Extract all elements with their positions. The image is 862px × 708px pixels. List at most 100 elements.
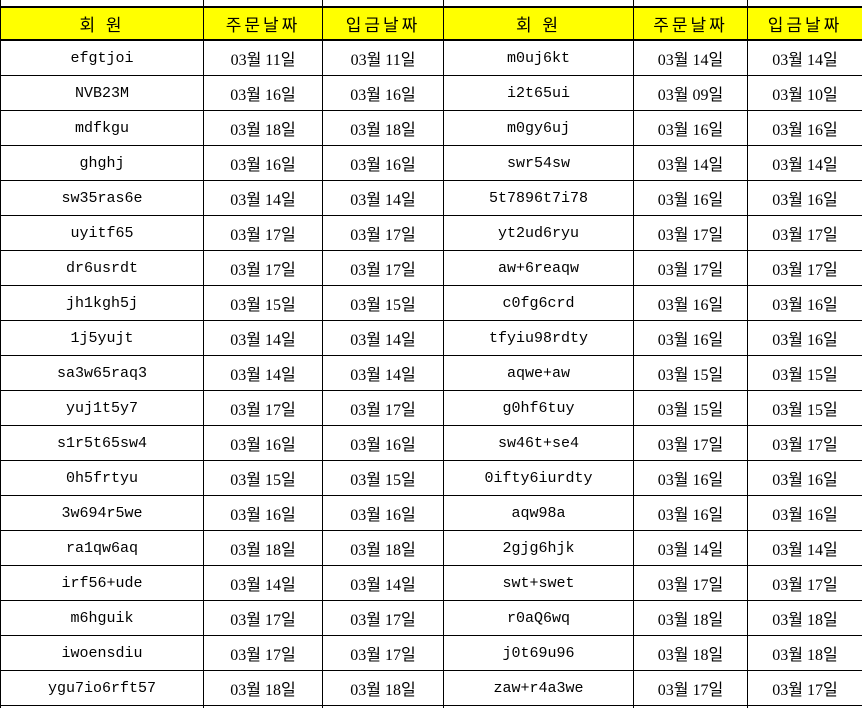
member-cell[interactable]: aqw98a [443, 495, 634, 531]
member-cell[interactable]: 3w694r5we [0, 495, 204, 531]
deposit-date-cell[interactable]: 03월 16일 [322, 75, 444, 111]
order-date-cell[interactable]: 03월 16일 [633, 285, 748, 321]
header-order-date-left[interactable]: 주문날짜 [203, 6, 323, 41]
order-date-cell[interactable]: 03월 17일 [203, 600, 323, 636]
member-cell[interactable]: i2t65ui [443, 75, 634, 111]
order-date-cell[interactable]: 03월 09일 [633, 75, 748, 111]
deposit-date-cell[interactable]: 03월 18일 [747, 635, 862, 671]
member-cell[interactable]: swr54sw [443, 145, 634, 181]
deposit-date-cell[interactable]: 03월 17일 [747, 670, 862, 706]
member-cell[interactable]: jh1kgh5j [0, 285, 204, 321]
partial-cell[interactable] [747, 0, 862, 8]
order-date-cell[interactable]: 03월 14일 [203, 180, 323, 216]
member-cell[interactable]: sw46t+se4 [443, 425, 634, 461]
order-date-cell[interactable]: 03월 16일 [633, 320, 748, 356]
order-date-cell[interactable]: 03월 17일 [633, 215, 748, 251]
member-cell[interactable]: c0fg6crd [443, 285, 634, 321]
member-cell[interactable]: mdfkgu [0, 110, 204, 146]
order-date-cell[interactable]: 03월 14일 [203, 320, 323, 356]
deposit-date-cell[interactable]: 03월 16일 [322, 495, 444, 531]
order-date-cell[interactable]: 03월 16일 [203, 75, 323, 111]
deposit-date-cell[interactable]: 03월 14일 [322, 320, 444, 356]
order-date-cell[interactable]: 03월 16일 [633, 110, 748, 146]
deposit-date-cell[interactable]: 03월 16일 [747, 320, 862, 356]
member-cell[interactable]: 1j5yujt [0, 320, 204, 356]
deposit-date-cell[interactable]: 03월 15일 [747, 355, 862, 391]
deposit-date-cell[interactable]: 03월 17일 [322, 600, 444, 636]
deposit-date-cell[interactable]: 03월 17일 [322, 635, 444, 671]
member-cell[interactable]: ygu7io6rft57 [0, 670, 204, 706]
member-cell[interactable]: m0uj6kt [443, 39, 634, 76]
member-cell[interactable]: 5t7896t7i78 [443, 180, 634, 216]
order-date-cell[interactable]: 03월 17일 [633, 565, 748, 601]
member-cell[interactable]: tfyiu98rdty [443, 320, 634, 356]
deposit-date-cell[interactable]: 03월 17일 [322, 215, 444, 251]
deposit-date-cell[interactable]: 03월 16일 [747, 180, 862, 216]
order-date-cell[interactable]: 03월 17일 [633, 670, 748, 706]
order-date-cell[interactable]: 03월 17일 [203, 390, 323, 426]
header-member-right[interactable]: 회 원 [443, 6, 634, 41]
deposit-date-cell[interactable]: 03월 16일 [747, 285, 862, 321]
member-cell[interactable]: 0h5frtyu [0, 460, 204, 496]
member-cell[interactable]: uyitf65 [0, 215, 204, 251]
deposit-date-cell[interactable]: 03월 15일 [747, 390, 862, 426]
partial-cell[interactable] [0, 0, 204, 8]
deposit-date-cell[interactable]: 03월 18일 [322, 670, 444, 706]
order-date-cell[interactable]: 03월 16일 [203, 425, 323, 461]
order-date-cell[interactable]: 03월 18일 [633, 600, 748, 636]
deposit-date-cell[interactable]: 03월 16일 [322, 145, 444, 181]
header-order-date-right[interactable]: 주문날짜 [633, 6, 748, 41]
header-deposit-date-right[interactable]: 입금날짜 [747, 6, 862, 41]
deposit-date-cell[interactable]: 03월 14일 [747, 39, 862, 76]
member-cell[interactable]: dr6usrdt [0, 250, 204, 286]
deposit-date-cell[interactable]: 03월 14일 [747, 145, 862, 181]
deposit-date-cell[interactable]: 03월 15일 [322, 285, 444, 321]
order-date-cell[interactable]: 03월 14일 [633, 530, 748, 566]
member-cell[interactable]: sw35ras6e [0, 180, 204, 216]
member-cell[interactable]: NVB23M [0, 75, 204, 111]
deposit-date-cell[interactable]: 03월 10일 [747, 75, 862, 111]
deposit-date-cell[interactable]: 03월 15일 [322, 460, 444, 496]
member-cell[interactable]: aw+6reaqw [443, 250, 634, 286]
order-date-cell[interactable]: 03월 17일 [633, 250, 748, 286]
member-cell[interactable]: ghghj [0, 145, 204, 181]
order-date-cell[interactable]: 03월 11일 [203, 39, 323, 76]
order-date-cell[interactable]: 03월 17일 [633, 425, 748, 461]
header-deposit-date-left[interactable]: 입금날짜 [322, 6, 444, 41]
order-date-cell[interactable]: 03월 14일 [203, 355, 323, 391]
deposit-date-cell[interactable]: 03월 18일 [322, 110, 444, 146]
order-date-cell[interactable]: 03월 17일 [203, 635, 323, 671]
member-cell[interactable]: sa3w65raq3 [0, 355, 204, 391]
order-date-cell[interactable]: 03월 15일 [203, 460, 323, 496]
order-date-cell[interactable]: 03월 15일 [633, 390, 748, 426]
deposit-date-cell[interactable]: 03월 16일 [747, 460, 862, 496]
partial-cell[interactable] [203, 0, 323, 8]
deposit-date-cell[interactable]: 03월 17일 [322, 390, 444, 426]
order-date-cell[interactable]: 03월 17일 [203, 250, 323, 286]
deposit-date-cell[interactable]: 03월 17일 [747, 215, 862, 251]
member-cell[interactable]: yt2ud6ryu [443, 215, 634, 251]
order-date-cell[interactable]: 03월 16일 [633, 495, 748, 531]
order-date-cell[interactable]: 03월 16일 [633, 460, 748, 496]
deposit-date-cell[interactable]: 03월 16일 [747, 110, 862, 146]
member-cell[interactable]: 0ifty6iurdty [443, 460, 634, 496]
order-date-cell[interactable]: 03월 15일 [633, 355, 748, 391]
member-cell[interactable]: j0t69u96 [443, 635, 634, 671]
partial-cell[interactable] [443, 0, 634, 8]
deposit-date-cell[interactable]: 03월 16일 [322, 425, 444, 461]
deposit-date-cell[interactable]: 03월 17일 [747, 250, 862, 286]
member-cell[interactable]: swt+swet [443, 565, 634, 601]
header-member-left[interactable]: 회 원 [0, 6, 204, 41]
order-date-cell[interactable]: 03월 16일 [633, 180, 748, 216]
member-cell[interactable]: zaw+r4a3we [443, 670, 634, 706]
order-date-cell[interactable]: 03월 16일 [203, 495, 323, 531]
member-cell[interactable]: g0hf6tuy [443, 390, 634, 426]
order-date-cell[interactable]: 03월 18일 [633, 635, 748, 671]
order-date-cell[interactable]: 03월 14일 [633, 39, 748, 76]
deposit-date-cell[interactable]: 03월 17일 [747, 425, 862, 461]
deposit-date-cell[interactable]: 03월 16일 [747, 495, 862, 531]
deposit-date-cell[interactable]: 03월 17일 [747, 565, 862, 601]
member-cell[interactable]: r0aQ6wq [443, 600, 634, 636]
deposit-date-cell[interactable]: 03월 14일 [747, 530, 862, 566]
partial-cell[interactable] [633, 0, 748, 8]
